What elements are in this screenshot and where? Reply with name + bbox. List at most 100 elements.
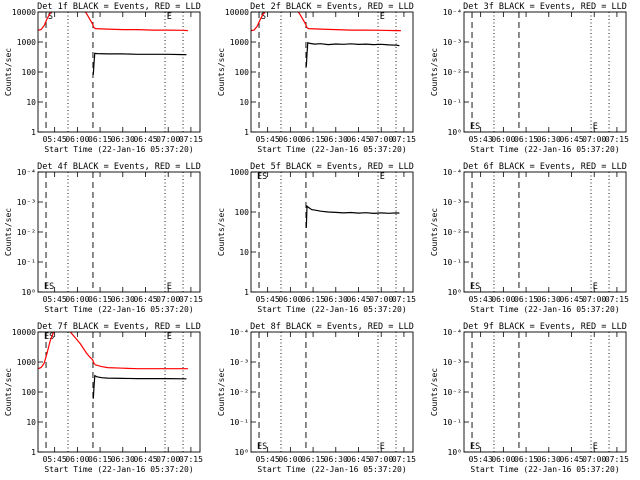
series-line bbox=[305, 204, 400, 228]
x-tick-label: 06:30 bbox=[111, 295, 135, 304]
y-tick-label: 1 bbox=[244, 288, 249, 297]
series-line bbox=[92, 52, 187, 75]
x-axis-label: Start Time (22-Jan-16 05:37:20) bbox=[470, 465, 619, 474]
x-tick-label: 06:15 bbox=[514, 455, 538, 464]
x-tick-label: 06:30 bbox=[324, 135, 348, 144]
y-tick-label: 10⁻¹ bbox=[230, 418, 249, 427]
x-tick-label: 07:00 bbox=[156, 135, 180, 144]
x-tick-label: 06:45 bbox=[133, 135, 157, 144]
chart-title: Det 6f BLACK = Events, RED = LLD bbox=[463, 162, 627, 172]
annotation: ES bbox=[470, 282, 480, 292]
y-tick-label: 10⁰ bbox=[448, 288, 462, 297]
x-tick-label: 05:43 bbox=[469, 455, 493, 464]
y-tick-label: 10⁻¹ bbox=[443, 98, 462, 107]
y-tick-label: 10⁻² bbox=[443, 68, 462, 77]
chart-title: Det 8f BLACK = Events, RED = LLD bbox=[250, 322, 414, 332]
x-axis-label: Start Time (22-Jan-16 05:37:20) bbox=[44, 145, 193, 154]
panel: Det 8f BLACK = Events, RED = LLD Start Ti… bbox=[217, 322, 416, 474]
annotation: E bbox=[167, 282, 172, 292]
y-tick-label: 1000 bbox=[230, 38, 249, 47]
series-line bbox=[38, 12, 188, 32]
annotation: E bbox=[593, 442, 598, 452]
x-axis-label: Start Time (22-Jan-16 05:37:20) bbox=[470, 145, 619, 154]
annotation: ES bbox=[257, 172, 267, 182]
y-axis-label: Counts/sec bbox=[4, 48, 13, 96]
y-tick-label: 10 bbox=[239, 248, 249, 257]
chart-title: Det 9f BLACK = Events, RED = LLD bbox=[463, 322, 627, 332]
x-tick-label: 07:00 bbox=[582, 295, 606, 304]
panel: Det 5f BLACK = Events, RED = LLD Start Ti… bbox=[217, 162, 416, 314]
x-tick-label: 06:00 bbox=[65, 135, 89, 144]
annotation: E bbox=[167, 332, 172, 342]
annotation: E bbox=[593, 282, 598, 292]
x-tick-label: 06:15 bbox=[514, 295, 538, 304]
y-tick-label: 10⁻⁴ bbox=[17, 168, 36, 177]
panel: Det 3f BLACK = Events, RED = LLD Start Ti… bbox=[430, 2, 629, 154]
chart-title: Det 5f BLACK = Events, RED = LLD bbox=[250, 162, 414, 172]
x-tick-label: 06:45 bbox=[133, 295, 157, 304]
x-tick-label: 07:15 bbox=[392, 295, 416, 304]
x-tick-label: 07:00 bbox=[582, 455, 606, 464]
x-tick-label: 06:00 bbox=[65, 455, 89, 464]
x-axis-label: Start Time (22-Jan-16 05:37:20) bbox=[257, 145, 406, 154]
x-tick-label: 06:45 bbox=[346, 455, 370, 464]
y-tick-label: 10⁻² bbox=[17, 228, 36, 237]
y-tick-label: 10⁻¹ bbox=[17, 258, 36, 267]
x-tick-label: 05:43 bbox=[469, 295, 493, 304]
y-tick-label: 10⁻³ bbox=[17, 198, 36, 207]
x-tick-label: 06:15 bbox=[301, 295, 325, 304]
x-tick-label: 05:45 bbox=[256, 295, 280, 304]
x-tick-label: 07:00 bbox=[156, 295, 180, 304]
x-tick-label: 06:45 bbox=[559, 455, 583, 464]
x-tick-label: 07:00 bbox=[582, 135, 606, 144]
y-axis-label: Counts/sec bbox=[217, 48, 226, 96]
panel: Det 4f BLACK = Events, RED = LLD Start Ti… bbox=[4, 162, 203, 314]
y-axis-label: Counts/sec bbox=[4, 368, 13, 416]
annotation: ES bbox=[470, 442, 480, 452]
series-line bbox=[305, 41, 400, 67]
x-axis-label: Start Time (22-Jan-16 05:37:20) bbox=[44, 305, 193, 314]
panel: Det 7f BLACK = Events, RED = LLD Start Ti… bbox=[4, 322, 203, 474]
x-tick-label: 05:45 bbox=[43, 135, 67, 144]
panel: Det 6f BLACK = Events, RED = LLD Start Ti… bbox=[430, 162, 629, 314]
x-tick-label: 05:45 bbox=[256, 135, 280, 144]
y-tick-label: 10⁰ bbox=[22, 288, 36, 297]
chart-title: Det 1f BLACK = Events, RED = LLD bbox=[37, 2, 201, 12]
y-tick-label: 1 bbox=[31, 128, 36, 137]
x-tick-label: 06:00 bbox=[491, 295, 515, 304]
y-tick-label: 10⁻² bbox=[443, 228, 462, 237]
annotation: E bbox=[167, 12, 172, 22]
x-tick-label: 06:15 bbox=[514, 135, 538, 144]
x-tick-label: 06:15 bbox=[88, 295, 112, 304]
panel: Det 2f BLACK = Events, RED = LLD Start Ti… bbox=[217, 2, 416, 154]
x-tick-label: 05:43 bbox=[469, 135, 493, 144]
x-axis-label: Start Time (22-Jan-16 05:37:20) bbox=[470, 305, 619, 314]
y-tick-label: 10⁻⁴ bbox=[230, 328, 249, 337]
y-tick-label: 10⁻³ bbox=[443, 358, 462, 367]
annotation: S bbox=[261, 12, 266, 22]
x-tick-label: 06:30 bbox=[537, 295, 561, 304]
y-tick-label: 10⁻⁴ bbox=[443, 8, 462, 17]
y-axis-label: Counts/sec bbox=[217, 208, 226, 256]
x-tick-label: 06:15 bbox=[88, 135, 112, 144]
y-axis-label: Counts/sec bbox=[430, 48, 439, 96]
plot-frame bbox=[37, 331, 201, 453]
y-tick-label: 1000 bbox=[17, 358, 36, 367]
plot-frame bbox=[37, 171, 201, 293]
y-tick-label: 10⁻¹ bbox=[443, 258, 462, 267]
x-tick-label: 07:15 bbox=[605, 295, 629, 304]
y-tick-label: 10 bbox=[26, 418, 36, 427]
x-tick-label: 07:15 bbox=[179, 135, 203, 144]
annotation: S bbox=[48, 12, 53, 22]
x-axis-label: Start Time (22-Jan-16 05:37:20) bbox=[44, 465, 193, 474]
series-line bbox=[251, 12, 401, 32]
x-axis-label: Start Time (22-Jan-16 05:37:20) bbox=[257, 465, 406, 474]
x-tick-label: 06:00 bbox=[278, 295, 302, 304]
y-tick-label: 10000 bbox=[225, 8, 249, 17]
y-tick-label: 10⁰ bbox=[448, 448, 462, 457]
x-tick-label: 07:00 bbox=[369, 455, 393, 464]
y-axis-label: Counts/sec bbox=[4, 208, 13, 256]
x-tick-label: 07:15 bbox=[392, 455, 416, 464]
annotation: ES bbox=[44, 332, 54, 342]
